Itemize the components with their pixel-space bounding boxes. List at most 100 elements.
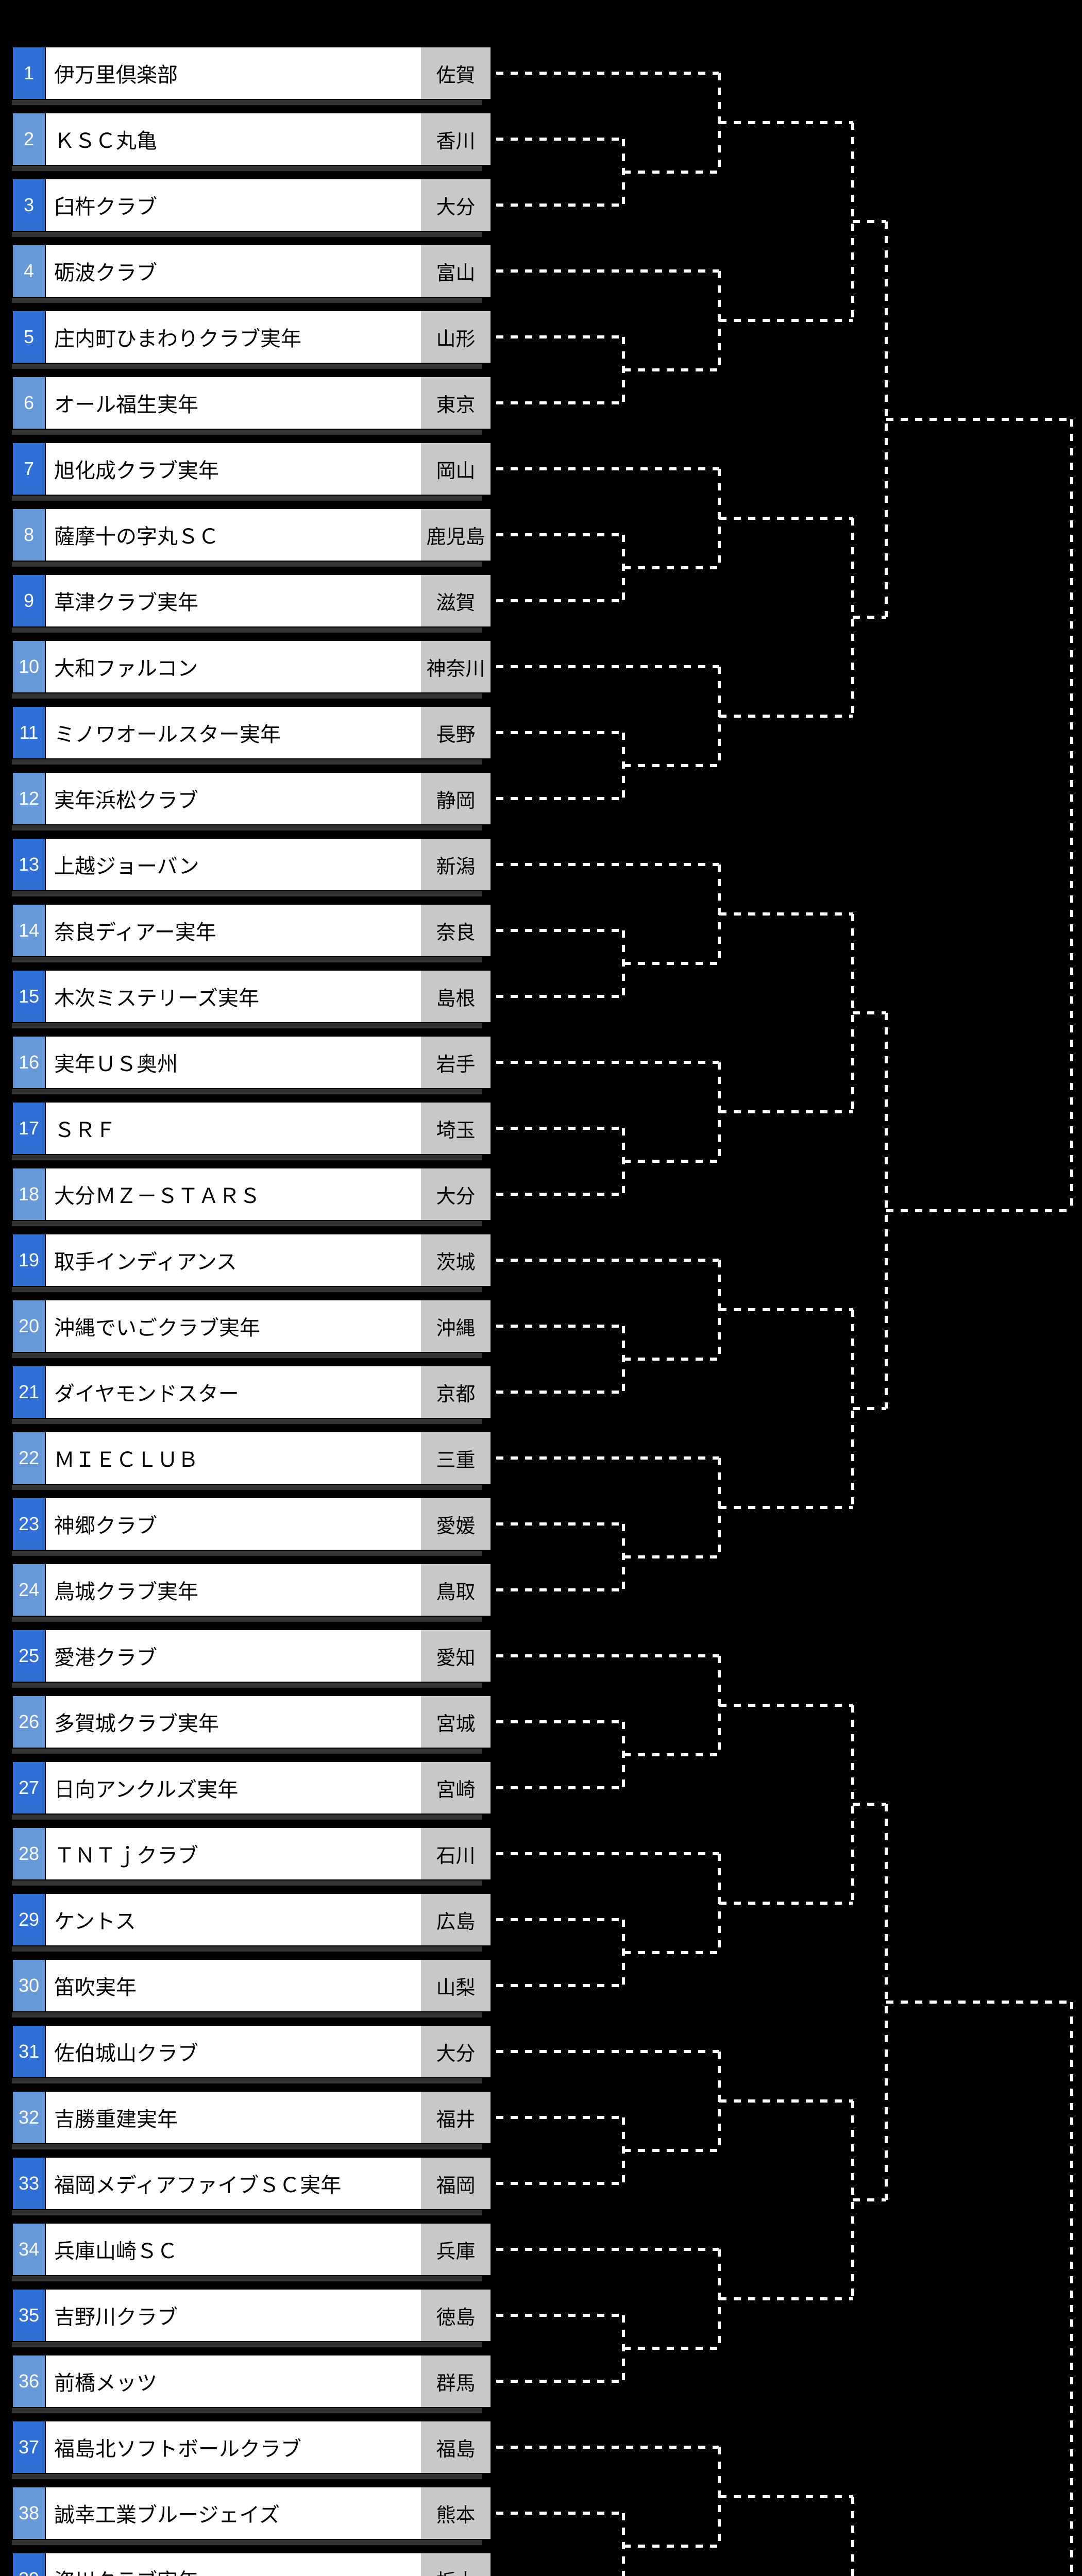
prefecture: 京都 <box>421 1365 492 1419</box>
row-shadow <box>12 1287 482 1292</box>
prefecture: 島根 <box>421 970 492 1023</box>
prefecture: 福井 <box>421 2091 492 2144</box>
team-row: 38誠幸工業ブルージェイズ熊本 <box>12 2486 492 2540</box>
row-shadow <box>12 100 482 105</box>
seed-number: 4 <box>12 244 46 298</box>
seed-number: 5 <box>12 310 46 364</box>
seed-number: 34 <box>12 2223 46 2276</box>
team-name: 佐伯城山クラブ <box>46 2025 421 2078</box>
seed-number: 27 <box>12 1761 46 1815</box>
team-row: 19取手インディアンス茨城 <box>12 1233 492 1287</box>
seed-number: 16 <box>12 1036 46 1089</box>
prefecture: 愛媛 <box>421 1497 492 1551</box>
prefecture: 愛知 <box>421 1629 492 1683</box>
prefecture: 宮崎 <box>421 1761 492 1815</box>
team-row: 31佐伯城山クラブ大分 <box>12 2025 492 2078</box>
team-name: 福島北ソフトボールクラブ <box>46 2420 421 2474</box>
team-name: 前橋メッツ <box>46 2354 421 2408</box>
seed-number: 15 <box>12 970 46 1023</box>
team-row: 18大分ＭＺ－ＳＴＡＲＳ大分 <box>12 1167 492 1221</box>
row-shadow <box>12 1023 482 1028</box>
prefecture: 岡山 <box>421 442 492 496</box>
row-shadow <box>12 166 482 171</box>
row-shadow <box>12 1353 482 1358</box>
seed-number: 31 <box>12 2025 46 2078</box>
row-shadow <box>12 1815 482 1820</box>
team-name: 上越ジョーバン <box>46 838 421 891</box>
team-name: 吉勝重建実年 <box>46 2091 421 2144</box>
seed-number: 39 <box>12 2552 46 2576</box>
row-shadow <box>12 2144 482 2149</box>
prefecture: 滋賀 <box>421 574 492 628</box>
seed-number: 1 <box>12 46 46 100</box>
prefecture: 福島 <box>421 2420 492 2474</box>
team-row: 36前橋メッツ群馬 <box>12 2354 492 2408</box>
team-name: 笛吹実年 <box>46 1959 421 2012</box>
prefecture: 神奈川 <box>421 640 492 693</box>
prefecture: 長野 <box>421 706 492 759</box>
team-row: 25愛港クラブ愛知 <box>12 1629 492 1683</box>
seed-number: 24 <box>12 1563 46 1617</box>
row-shadow <box>12 430 482 435</box>
row-shadow <box>12 2276 482 2281</box>
team-name: ＴＮＴｊクラブ <box>46 1827 421 1880</box>
prefecture: 鹿児島 <box>421 508 492 562</box>
seed-number: 12 <box>12 772 46 825</box>
team-row: 12実年浜松クラブ静岡 <box>12 772 492 825</box>
team-name: ＳＲＦ <box>46 1101 421 1155</box>
team-row: 21ダイヤモンドスター京都 <box>12 1365 492 1419</box>
prefecture: 福岡 <box>421 2157 492 2210</box>
row-shadow <box>12 2342 482 2347</box>
prefecture: 埼玉 <box>421 1101 492 1155</box>
row-shadow <box>12 2540 482 2545</box>
row-shadow <box>12 496 482 501</box>
team-name: 庄内町ひまわりクラブ実年 <box>46 310 421 364</box>
seed-number: 14 <box>12 904 46 957</box>
row-shadow <box>12 1089 482 1094</box>
prefecture: 兵庫 <box>421 2223 492 2276</box>
team-name: 取手インディアンス <box>46 1233 421 1287</box>
prefecture: 三重 <box>421 1431 492 1485</box>
prefecture: 奈良 <box>421 904 492 957</box>
prefecture: 東京 <box>421 376 492 430</box>
seed-number: 26 <box>12 1695 46 1749</box>
team-name: 鳥城クラブ実年 <box>46 1563 421 1617</box>
team-row: 30笛吹実年山梨 <box>12 1959 492 2012</box>
team-row: 15木次ミステリーズ実年島根 <box>12 970 492 1023</box>
prefecture: 鳥取 <box>421 1563 492 1617</box>
team-row: 39姿川クラブ実年栃木 <box>12 2552 492 2576</box>
row-shadow <box>12 1749 482 1754</box>
row-shadow <box>12 1155 482 1160</box>
seed-number: 32 <box>12 2091 46 2144</box>
team-name: 実年ＵＳ奥州 <box>46 1036 421 1089</box>
row-shadow <box>12 693 482 699</box>
team-name: 誠幸工業ブルージェイズ <box>46 2486 421 2540</box>
team-name: 沖縄でいごクラブ実年 <box>46 1299 421 1353</box>
seed-number: 8 <box>12 508 46 562</box>
team-name: 神郷クラブ <box>46 1497 421 1551</box>
team-name: ミノワオールスター実年 <box>46 706 421 759</box>
prefecture: 富山 <box>421 244 492 298</box>
row-shadow <box>12 298 482 303</box>
row-shadow <box>12 2474 482 2479</box>
tournament-bracket: 1伊万里倶楽部佐賀2ＫＳＣ丸亀香川3臼杵クラブ大分4砺波クラブ富山5庄内町ひまわ… <box>0 0 1082 2576</box>
seed-number: 36 <box>12 2354 46 2408</box>
team-row: 9草津クラブ実年滋賀 <box>12 574 492 628</box>
team-row: 24鳥城クラブ実年鳥取 <box>12 1563 492 1617</box>
team-name: 実年浜松クラブ <box>46 772 421 825</box>
row-shadow <box>12 2078 482 2083</box>
seed-number: 30 <box>12 1959 46 2012</box>
team-row: 8薩摩十の字丸ＳＣ鹿児島 <box>12 508 492 562</box>
team-row: 32吉勝重建実年福井 <box>12 2091 492 2144</box>
seed-number: 37 <box>12 2420 46 2474</box>
team-row: 13上越ジョーバン新潟 <box>12 838 492 891</box>
prefecture: 石川 <box>421 1827 492 1880</box>
seed-number: 19 <box>12 1233 46 1287</box>
team-name: 旭化成クラブ実年 <box>46 442 421 496</box>
prefecture: 茨城 <box>421 1233 492 1287</box>
prefecture: 群馬 <box>421 2354 492 2408</box>
team-row: 5庄内町ひまわりクラブ実年山形 <box>12 310 492 364</box>
team-row: 37福島北ソフトボールクラブ福島 <box>12 2420 492 2474</box>
row-shadow <box>12 628 482 633</box>
prefecture: 大分 <box>421 178 492 232</box>
